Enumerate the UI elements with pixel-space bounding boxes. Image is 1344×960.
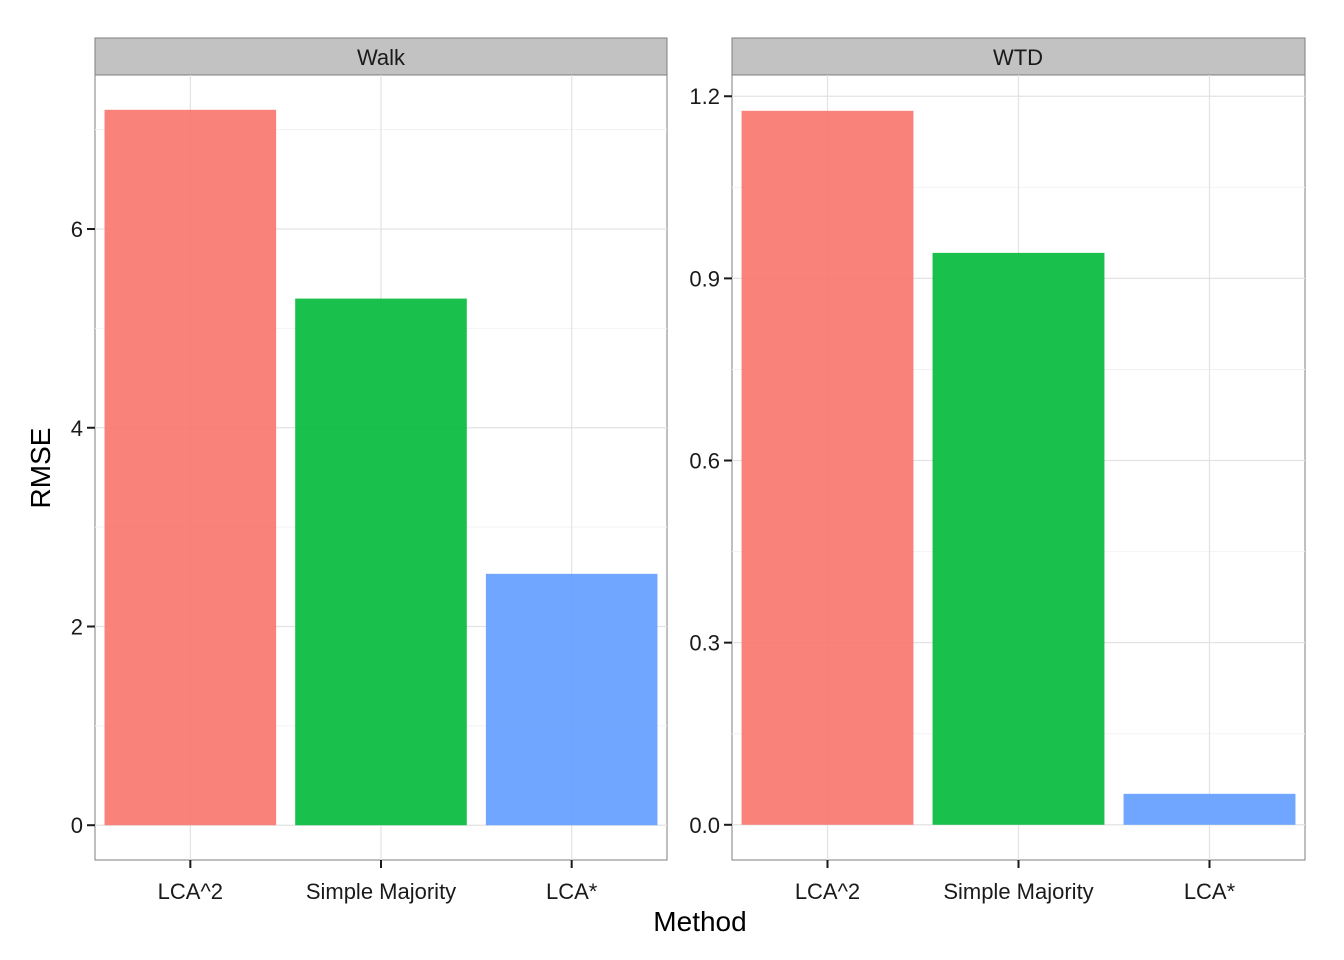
strip-wtd [731,37,1306,76]
bar-wtd-simple-majority [932,252,1105,825]
bar-wtd-lca [1123,793,1296,825]
y-tick-label-wtd: 0.3 [689,631,720,656]
x-axis-walk: LCA^2 Simple Majority LCA* [158,860,598,904]
x-tick-label-wtd: LCA* [1184,879,1236,904]
x-tick-label-walk: Simple Majority [306,879,456,904]
x-tick-label-wtd: Simple Majority [943,879,1093,904]
bar-walk-simple-majority [295,298,467,826]
panel-wtd: WTD 0.0 0.3 0.6 0.9 1.2 LCA^2 Simple Majority… [689,37,1306,904]
bar-wtd-lca-2 [741,110,914,825]
strip-walk [94,37,668,76]
y-tick-label-wtd: 1.2 [689,84,720,109]
y-axis-walk: 0 2 4 6 [71,217,95,838]
bar-walk-lca [485,573,658,826]
x-tick-label-walk: LCA* [546,879,598,904]
y-tick-label-wtd: 0.0 [689,813,720,838]
y-axis-wtd: 0.0 0.3 0.6 0.9 1.2 [689,84,732,838]
y-tick-label-walk: 4 [71,416,83,441]
x-axis-title: Method [653,906,746,937]
bars-wtd [741,110,1296,825]
strip-label-walk: Walk [357,45,406,70]
y-tick-label-walk: 0 [71,813,83,838]
x-axis-wtd: LCA^2 Simple Majority LCA* [795,860,1236,904]
y-tick-label-wtd: 0.6 [689,449,720,474]
x-tick-label-walk: LCA^2 [158,879,223,904]
y-tick-label-walk: 6 [71,217,83,242]
y-axis-title: RMSE [25,428,56,509]
y-tick-label-wtd: 0.9 [689,266,720,291]
strip-label-wtd: WTD [993,45,1043,70]
bar-walk-lca-2 [104,109,277,826]
x-tick-label-wtd: LCA^2 [795,879,860,904]
bars-walk [104,109,658,826]
panel-walk: Walk 0 2 4 6 LCA^2 Simple Majority LCA* [71,37,668,904]
y-tick-label-walk: 2 [71,614,83,639]
